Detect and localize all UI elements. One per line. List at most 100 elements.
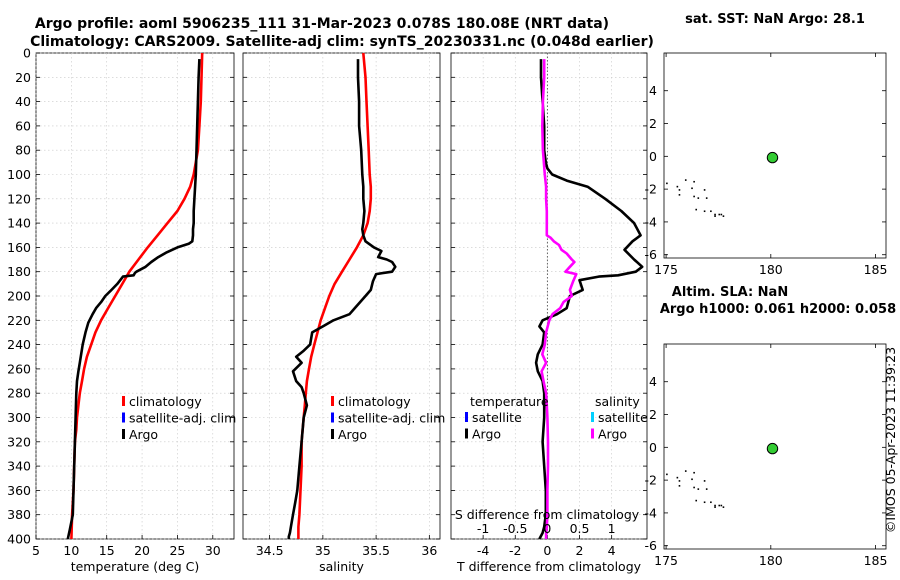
salinity-difference-line <box>540 59 578 539</box>
coastline-dot <box>676 476 679 479</box>
temperature-legend-swatch <box>122 396 125 406</box>
depth-tick-label: 120 <box>7 191 31 206</box>
salinity-argo-line <box>287 59 397 539</box>
sla_map-y-tick-label: 2 <box>649 407 657 422</box>
temperature-x-tick-label: 15 <box>99 543 115 558</box>
salinity-legend-label: climatology <box>338 394 411 409</box>
depth-tick-label: 340 <box>7 459 31 474</box>
temperature-legend-label: satellite-adj. clim <box>129 411 236 426</box>
sst_map-y-tick-label: -4 <box>645 214 658 229</box>
difference-x-tick-label: -2 <box>509 543 521 558</box>
temperature-diff-legend-label: satellite <box>472 410 522 425</box>
temperature-diff-legend-label: Argo <box>472 427 501 442</box>
sst_map-y-tick-label: 2 <box>649 116 657 131</box>
depth-tick-label: 200 <box>7 289 31 304</box>
sla-map-subtitle: Argo h1000: 0.061 h2000: 0.058 <box>660 302 896 317</box>
sst_map-x-tick-label: 175 <box>654 262 678 277</box>
depth-tick-label: 240 <box>7 337 31 352</box>
coastline-dot <box>714 213 716 216</box>
sst-map-title: sat. SST: NaN Argo: 28.1 <box>685 12 865 27</box>
coastline-dot <box>697 488 700 490</box>
sla_map-y-tick-label: -4 <box>645 505 658 520</box>
salinity-legend-swatch <box>331 412 334 423</box>
salinity-plot-area <box>242 52 441 540</box>
coastline-dot <box>722 215 725 217</box>
argo-location-marker <box>766 151 779 164</box>
temperature-legend-swatch <box>122 429 125 439</box>
temperature-argo-line <box>66 59 201 540</box>
difference-x-tick-label: 2 <box>576 543 584 558</box>
temperature-diff-legend-swatch <box>465 412 468 422</box>
salinity-x-axis-label: salinity <box>319 559 364 574</box>
salinity-difference-tick-label: 1 <box>608 521 616 536</box>
temperature-x-tick-label: 10 <box>63 543 79 558</box>
salinity-difference-tick-label: 0 <box>543 521 551 536</box>
salinity-legend-swatch <box>331 429 334 439</box>
temperature-x-tick-label: 25 <box>169 543 185 558</box>
depth-tick-label: 320 <box>7 434 31 449</box>
coastline-dot <box>703 501 706 504</box>
sla-map-title: Altim. SLA: NaN <box>672 285 788 300</box>
temperature-legend-label: Argo <box>129 427 158 442</box>
depth-tick-label: 140 <box>7 216 31 231</box>
coastline-dot <box>720 504 723 507</box>
sla_map-y-tick-label: -6 <box>645 538 658 553</box>
temperature-legend-label: climatology <box>129 394 202 409</box>
sst_map-y-tick-label: -6 <box>645 247 658 262</box>
difference-x-tick-label: 0 <box>543 543 551 558</box>
depth-tick-label: 360 <box>7 483 31 498</box>
sst_map-x-tick-label: 180 <box>759 262 783 277</box>
temperature-diff-legend-swatch <box>465 428 468 439</box>
depth-tick-label: 180 <box>7 264 31 279</box>
salinity-diff-legend-swatch <box>591 412 594 422</box>
coastline-dot <box>705 488 708 490</box>
temperature-legend-title: temperature <box>470 394 549 409</box>
difference-x-tick-label: -4 <box>477 543 490 558</box>
temperature-x-tick-label: 5 <box>32 543 40 558</box>
coastline-dot <box>676 185 679 188</box>
depth-tick-label: 380 <box>7 507 31 522</box>
salinity-difference-tick-label: -0.5 <box>503 521 527 536</box>
salinity-x-tick-label: 35.5 <box>362 543 390 558</box>
depth-tick-label: 220 <box>7 313 31 328</box>
salinity-legend-swatch <box>331 396 334 406</box>
coastline-dot <box>693 180 695 183</box>
sst_map-y-tick-label: -2 <box>645 182 657 197</box>
coastline-dot <box>695 499 698 502</box>
coastline-dot <box>720 213 723 216</box>
difference-x-tick-label: 4 <box>608 543 616 558</box>
temperature-difference-line <box>534 59 644 540</box>
depth-tick-label: 160 <box>7 240 31 255</box>
coastline-dot <box>666 182 668 185</box>
coastline-dot <box>714 215 716 217</box>
coastline-dot <box>684 470 687 472</box>
salinity-difference-axis-label: S difference from climatology <box>455 507 640 522</box>
coastline-dot <box>703 210 706 213</box>
salinity-legend-title: salinity <box>595 394 640 409</box>
coastline-dot <box>714 504 716 507</box>
sst_map-y-tick-label: 4 <box>649 83 657 98</box>
salinity-legend-label: Argo <box>338 427 367 442</box>
coastline-dot <box>678 194 681 196</box>
sst_map-y-tick-label: 0 <box>649 149 657 164</box>
difference-x-axis-label: T difference from climatology <box>456 559 642 574</box>
coastline-dot <box>710 210 712 213</box>
coastline-dot <box>697 197 700 199</box>
depth-tick-label: 60 <box>15 118 31 133</box>
coastline-dot <box>705 197 708 199</box>
coastline-dot <box>693 195 695 198</box>
depth-tick-label: 300 <box>7 410 31 425</box>
salinity-diff-legend-label: satellite <box>598 410 648 425</box>
coastline-dot <box>678 189 681 191</box>
depth-tick-label: 80 <box>15 143 31 158</box>
coastline-dot <box>714 506 716 508</box>
coastline-dot <box>703 189 706 191</box>
salinity-diff-legend-label: Argo <box>598 427 627 442</box>
argo-location-marker <box>766 442 779 455</box>
sla_map-x-tick-label: 180 <box>759 553 783 568</box>
sla_map-x-tick-label: 175 <box>654 553 678 568</box>
coastline-dot <box>666 473 668 476</box>
temperature-x-axis-label: temperature (deg C) <box>71 559 200 574</box>
salinity-difference-tick-label: -1 <box>477 521 489 536</box>
